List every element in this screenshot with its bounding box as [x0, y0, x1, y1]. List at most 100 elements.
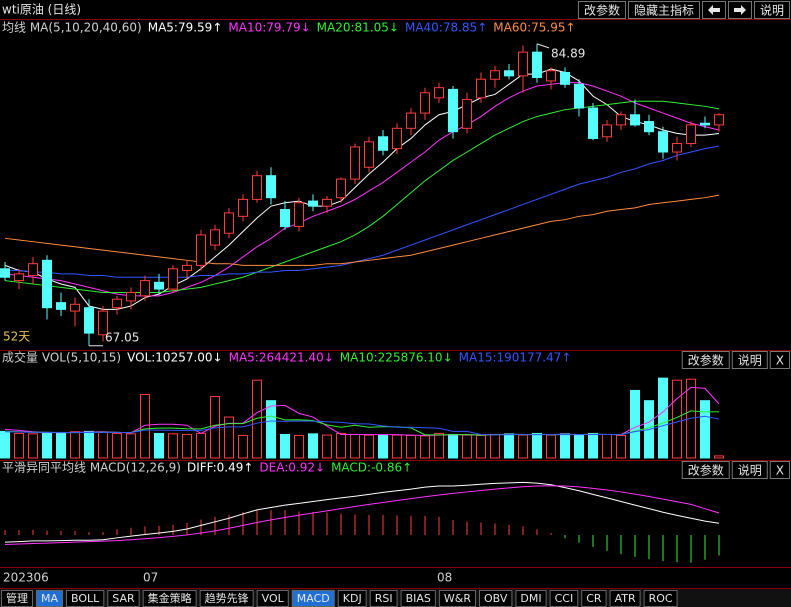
candle-body	[602, 124, 612, 138]
button[interactable]	[627, 1, 700, 19]
toolbar-label: MA	[41, 592, 58, 605]
toolbar-label: 趋势先锋	[205, 592, 249, 605]
candle-body	[420, 92, 430, 114]
candle-body	[98, 310, 108, 336]
candle-body	[546, 70, 556, 82]
button[interactable]	[577, 1, 626, 19]
volume-bar	[364, 434, 374, 459]
button[interactable]	[753, 1, 790, 19]
candle-body	[616, 114, 626, 126]
volume-bar	[490, 433, 500, 459]
volume-bar	[126, 433, 136, 459]
candle-body	[28, 263, 38, 277]
legend-entry: MA60:75.95↑	[493, 21, 575, 35]
volume-bar	[112, 432, 122, 459]
button-label: X	[776, 354, 784, 368]
button-label: 说明	[738, 353, 762, 368]
candle-body	[630, 114, 640, 126]
volume-bar	[616, 434, 626, 459]
candle-body	[560, 71, 570, 85]
volume-bar	[14, 432, 24, 459]
window-title: wti原油 (日线)	[2, 3, 81, 17]
candle-body	[434, 87, 444, 99]
candle-body	[42, 259, 52, 309]
legend-entry: MACD:-0.86↑	[331, 461, 412, 475]
volume-bar	[630, 389, 640, 459]
volume-bar	[406, 434, 416, 459]
button[interactable]	[769, 351, 790, 369]
candle-body	[714, 114, 724, 126]
candle-body	[448, 88, 458, 133]
candle-body	[364, 141, 374, 168]
button[interactable]	[769, 461, 790, 479]
ma-line	[4, 194, 720, 266]
volume-bar	[350, 433, 360, 459]
candle-body	[126, 291, 136, 302]
volume-bar	[336, 432, 346, 459]
volume-bar	[504, 433, 514, 459]
volume-bar	[448, 433, 458, 459]
ma-line	[4, 68, 720, 310]
toolbar-label: SAR	[112, 592, 135, 605]
x-tick-label: 07	[143, 571, 158, 585]
candle-body	[700, 122, 710, 126]
volume-bar	[518, 434, 528, 459]
legend-entry: VOL:10257.00↓	[127, 351, 222, 365]
toolbar-label: OBV	[484, 592, 508, 605]
period-label: 52天	[3, 330, 30, 344]
volume-bar	[658, 377, 668, 459]
candle-body	[238, 198, 248, 217]
volume-bar	[392, 434, 402, 459]
candle-body	[224, 212, 234, 234]
legend-entry: MA15:190177.47↑	[459, 351, 572, 365]
arrow-icon	[707, 5, 720, 15]
arrow-icon	[733, 5, 746, 15]
button-label: 说明	[738, 463, 762, 478]
candle-body	[140, 280, 150, 297]
legend-entry: MA10:225876.10↓	[340, 351, 453, 365]
volume-bar	[56, 432, 66, 459]
candle-body	[14, 273, 24, 282]
volume-bar	[28, 433, 38, 459]
candle-body	[504, 70, 514, 77]
candle-body	[392, 127, 402, 150]
candle-body	[84, 307, 94, 334]
candle-body	[154, 281, 164, 290]
button[interactable]	[731, 351, 768, 369]
volume-bar	[42, 431, 52, 459]
volume-bar	[434, 432, 444, 459]
candle-body	[378, 136, 388, 151]
ma-line	[4, 82, 720, 297]
volume-bar	[154, 432, 164, 459]
button[interactable]	[681, 351, 730, 369]
volume-bar	[714, 455, 724, 459]
volume-bar	[238, 434, 248, 459]
candle-body	[308, 200, 318, 207]
candle-body	[210, 229, 220, 246]
toolbar-label: BIAS	[406, 592, 431, 605]
volume-bar	[560, 433, 570, 459]
button-label: 改参数	[688, 353, 724, 368]
candle-body	[280, 209, 290, 227]
volume-bar	[308, 433, 318, 459]
ma-line	[4, 481, 720, 543]
toolbar-label: 集金策略	[148, 591, 192, 605]
volume-bar	[98, 431, 108, 459]
legend-entry: MA40:78.85↑	[405, 21, 487, 35]
button[interactable]	[731, 461, 768, 479]
candle-body	[518, 51, 528, 77]
candle-body	[686, 124, 696, 145]
volume-bar	[588, 432, 598, 459]
toolbar-label: CR	[586, 592, 602, 605]
volume-bar	[84, 430, 94, 459]
candle-body	[266, 175, 276, 199]
volume-bar	[420, 435, 430, 459]
candle-body	[588, 107, 598, 139]
volume-bar	[182, 433, 192, 459]
button[interactable]	[681, 461, 730, 479]
candle-body	[336, 178, 346, 199]
volume-bar	[322, 434, 332, 459]
x-tick-label: 202306	[3, 571, 49, 585]
toolbar-label: 管理	[6, 591, 28, 605]
